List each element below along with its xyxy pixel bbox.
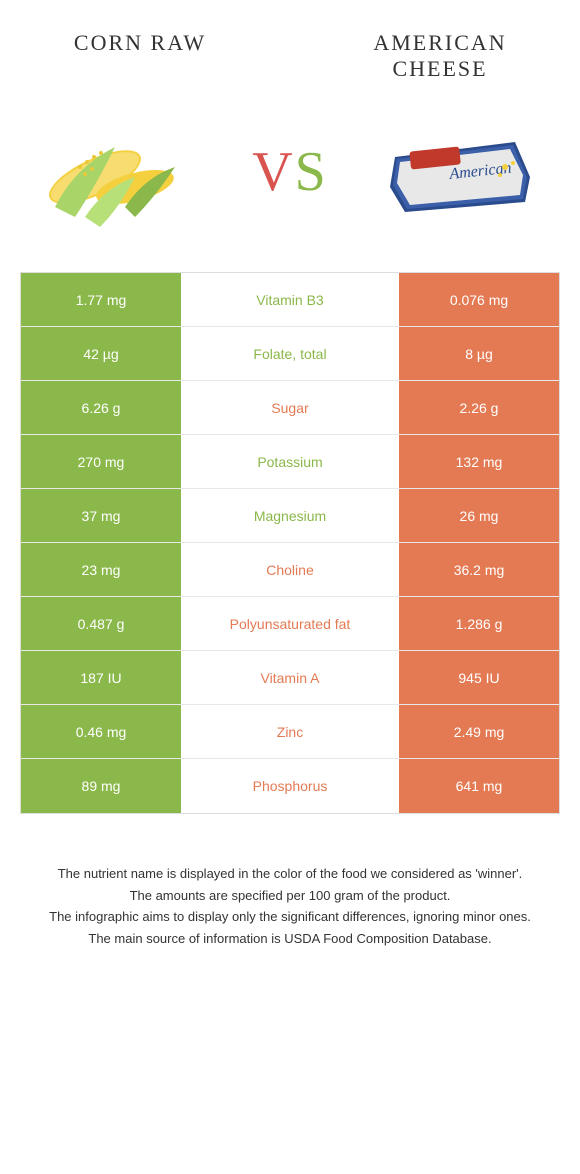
table-row: 0.46 mgZinc2.49 mg [21, 705, 559, 759]
corn-value: 0.46 mg [21, 705, 181, 758]
nutrient-label: Folate, total [181, 327, 399, 380]
cheese-value: 1.286 g [399, 597, 559, 650]
nutrient-table: 1.77 mgVitamin B30.076 mg42 µgFolate, to… [20, 272, 560, 814]
nutrient-label: Sugar [181, 381, 399, 434]
nutrient-label: Vitamin B3 [181, 273, 399, 326]
nutrient-label: Zinc [181, 705, 399, 758]
corn-value: 6.26 g [21, 381, 181, 434]
corn-value: 23 mg [21, 543, 181, 596]
note-line: The amounts are specified per 100 gram o… [30, 886, 550, 906]
right-food-title: American Cheese [340, 30, 540, 82]
corn-icon [35, 107, 205, 237]
note-line: The infographic aims to display only the… [30, 907, 550, 927]
footnotes: The nutrient name is displayed in the co… [0, 814, 580, 970]
cheese-icon: American [375, 117, 545, 227]
nutrient-label: Magnesium [181, 489, 399, 542]
note-line: The main source of information is USDA F… [30, 929, 550, 949]
header: Corn Raw American Cheese [0, 0, 580, 92]
cheese-value: 2.49 mg [399, 705, 559, 758]
note-line: The nutrient name is displayed in the co… [30, 864, 550, 884]
table-row: 6.26 gSugar2.26 g [21, 381, 559, 435]
cheese-value: 26 mg [399, 489, 559, 542]
images-row: VS American [0, 92, 580, 272]
vs-v: V [252, 141, 294, 203]
cheese-value: 2.26 g [399, 381, 559, 434]
nutrient-label: Vitamin A [181, 651, 399, 704]
left-food-title: Corn Raw [40, 30, 240, 82]
corn-value: 89 mg [21, 759, 181, 813]
corn-value: 37 mg [21, 489, 181, 542]
vs-label: VS [252, 140, 328, 204]
table-row: 37 mgMagnesium26 mg [21, 489, 559, 543]
cheese-value: 132 mg [399, 435, 559, 488]
nutrient-label: Phosphorus [181, 759, 399, 813]
nutrient-label: Potassium [181, 435, 399, 488]
table-row: 42 µgFolate, total8 µg [21, 327, 559, 381]
cheese-value: 641 mg [399, 759, 559, 813]
corn-value: 1.77 mg [21, 273, 181, 326]
table-row: 1.77 mgVitamin B30.076 mg [21, 273, 559, 327]
nutrient-label: Choline [181, 543, 399, 596]
table-row: 0.487 gPolyunsaturated fat1.286 g [21, 597, 559, 651]
corn-value: 270 mg [21, 435, 181, 488]
corn-value: 42 µg [21, 327, 181, 380]
vs-s: S [295, 141, 328, 203]
cheese-value: 945 IU [399, 651, 559, 704]
table-row: 23 mgCholine36.2 mg [21, 543, 559, 597]
table-row: 187 IUVitamin A945 IU [21, 651, 559, 705]
cheese-value: 0.076 mg [399, 273, 559, 326]
cheese-value: 36.2 mg [399, 543, 559, 596]
cheese-image: American [370, 102, 550, 242]
table-row: 89 mgPhosphorus641 mg [21, 759, 559, 813]
corn-value: 187 IU [21, 651, 181, 704]
table-row: 270 mgPotassium132 mg [21, 435, 559, 489]
nutrient-label: Polyunsaturated fat [181, 597, 399, 650]
corn-image [30, 102, 210, 242]
cheese-value: 8 µg [399, 327, 559, 380]
corn-value: 0.487 g [21, 597, 181, 650]
